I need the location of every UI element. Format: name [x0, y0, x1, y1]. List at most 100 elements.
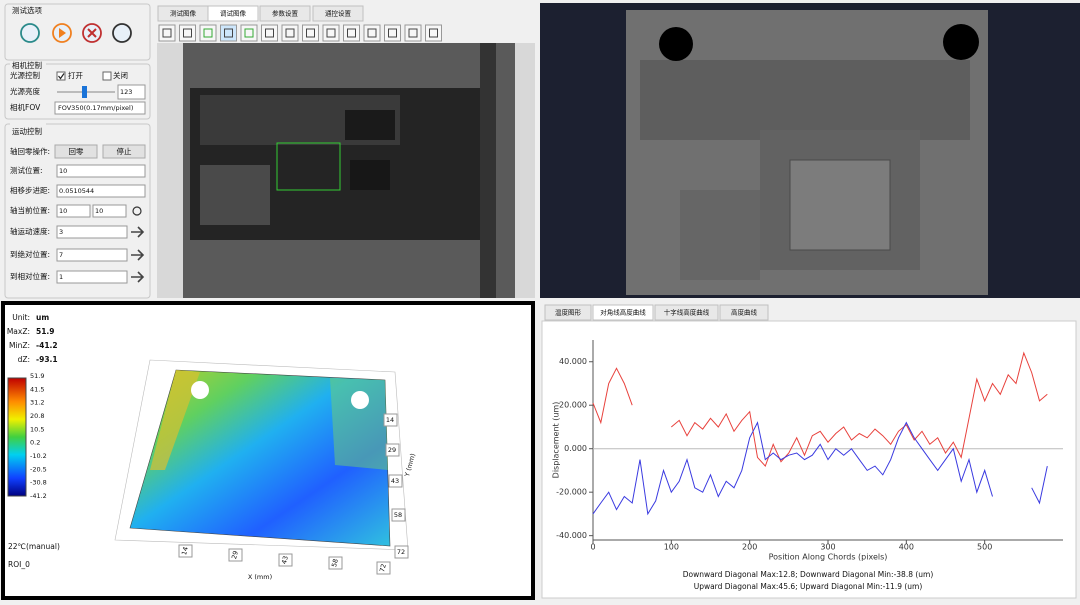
colorbar	[7, 377, 27, 497]
toolbar-button[interactable]	[384, 24, 401, 42]
checkbox-label: 关闭	[113, 70, 128, 80]
checkbox[interactable]	[102, 71, 112, 81]
tab-label[interactable]: 测试图像	[170, 9, 197, 18]
colorbar-label: -20.5	[30, 465, 47, 473]
select-box[interactable]	[54, 101, 146, 115]
colorbar-label: -10.2	[30, 452, 47, 460]
tab[interactable]	[259, 5, 311, 22]
series-line	[592, 351, 1048, 468]
toolbar-button[interactable]	[199, 24, 217, 42]
checkbox[interactable]	[56, 71, 66, 81]
stat-label: dZ:	[18, 355, 30, 364]
fixture	[480, 43, 496, 298]
check-mark	[58, 73, 65, 80]
axis-tick-box	[376, 561, 391, 575]
toolbar-icon	[306, 28, 315, 38]
input-box[interactable]	[56, 184, 146, 198]
tab[interactable]	[719, 304, 769, 321]
surface-hole	[351, 391, 369, 409]
toolbar-button[interactable]	[425, 24, 442, 42]
button-label[interactable]: 停止	[117, 146, 132, 156]
field-label: 到相对位置:	[10, 271, 50, 281]
tab[interactable]	[592, 304, 654, 321]
tool-button[interactable]	[20, 23, 40, 43]
input-box[interactable]	[56, 270, 128, 284]
tab-label[interactable]: 调试图像	[220, 9, 247, 18]
toolbar-button[interactable]	[158, 24, 176, 42]
tab-label[interactable]: 温度图形	[555, 308, 582, 317]
pcb-area	[200, 165, 270, 225]
field-label: 光源亮度	[10, 86, 40, 96]
play-icon	[59, 28, 66, 38]
x-axis-tick: 14	[180, 546, 190, 556]
button[interactable]	[54, 144, 98, 159]
toolbar-icon	[388, 28, 397, 38]
surface-hole	[191, 381, 209, 399]
input-box[interactable]	[92, 204, 127, 218]
button-label[interactable]: 回零	[69, 147, 84, 156]
toolbar-button[interactable]	[302, 24, 319, 42]
toolbar-icon	[347, 28, 356, 38]
stat-label: Unit:	[12, 313, 30, 322]
colorbar-label: 51.9	[30, 372, 44, 380]
field-label: 相移步进距:	[10, 185, 50, 195]
go-button[interactable]	[131, 226, 145, 238]
toolbar-icon	[408, 28, 418, 38]
tab-label[interactable]: 参数设置	[272, 9, 299, 18]
spin-box[interactable]	[117, 84, 146, 100]
toolbar-button[interactable]	[240, 24, 258, 42]
toolbar-button[interactable]	[261, 24, 278, 42]
input-box[interactable]	[56, 225, 128, 239]
colorbar-label: 0.2	[30, 439, 40, 447]
button[interactable]	[102, 144, 146, 159]
tab-label[interactable]: 十字线高度曲线	[664, 308, 710, 317]
toolbar-icon	[326, 28, 336, 38]
locate-button[interactable]	[132, 206, 142, 216]
toolbar-button[interactable]	[281, 24, 299, 42]
slider-thumb[interactable]	[82, 86, 87, 98]
toolbar-button[interactable]	[404, 24, 422, 42]
tool-button[interactable]	[112, 23, 132, 43]
group-title-bg	[10, 62, 46, 70]
toolbar-icon	[265, 28, 274, 38]
toolbar-icon	[183, 28, 192, 38]
group-title-bg	[10, 6, 46, 16]
summary-text: Downward Diagonal Max:12.8; Downward Dia…	[683, 570, 934, 579]
toolbar-icon	[285, 28, 295, 38]
tab-label[interactable]: 高度曲线	[731, 308, 758, 317]
field-label: 测试位置:	[10, 165, 43, 175]
toolbar-button[interactable]	[220, 24, 237, 42]
x-axis-tick: 58	[330, 558, 340, 568]
field-label: 到绝对位置:	[10, 249, 50, 259]
tab[interactable]	[207, 5, 259, 22]
tab[interactable]	[312, 5, 364, 22]
input-box[interactable]	[56, 204, 91, 218]
toolbar-button[interactable]	[343, 24, 360, 42]
input-value: 10	[95, 207, 103, 215]
group-box	[4, 3, 151, 61]
input-box[interactable]	[56, 164, 146, 178]
temperature-label: 22℃(manual)	[8, 542, 60, 551]
axis-tick-box	[328, 556, 343, 570]
go-button[interactable]	[131, 249, 145, 261]
y-tick-label: -20.000	[556, 488, 587, 497]
go-button[interactable]	[131, 271, 145, 283]
fiducial	[659, 27, 693, 61]
x-tick-label: 0	[590, 543, 595, 552]
chart: -40.000 -20.000 0.000 20.000 40.000 0 100 200 30…	[552, 340, 1063, 562]
input-box[interactable]	[56, 248, 128, 262]
toolbar-button[interactable]	[322, 24, 340, 42]
tab[interactable]	[654, 304, 719, 321]
axis-tick-box	[391, 508, 406, 522]
toolbar-icon	[162, 28, 172, 38]
field-label: 轴回零操作:	[10, 146, 50, 156]
toolbar-button[interactable]	[179, 24, 196, 42]
y-tick-label: 0.000	[564, 444, 587, 453]
tab-label[interactable]: 对角线高度曲线	[600, 308, 646, 317]
field-label: 光源控制	[10, 70, 40, 80]
tab[interactable]	[544, 304, 592, 321]
toolbar-button[interactable]	[363, 24, 381, 42]
tab-label[interactable]: 通控设置	[325, 9, 352, 18]
group-box	[4, 123, 151, 299]
